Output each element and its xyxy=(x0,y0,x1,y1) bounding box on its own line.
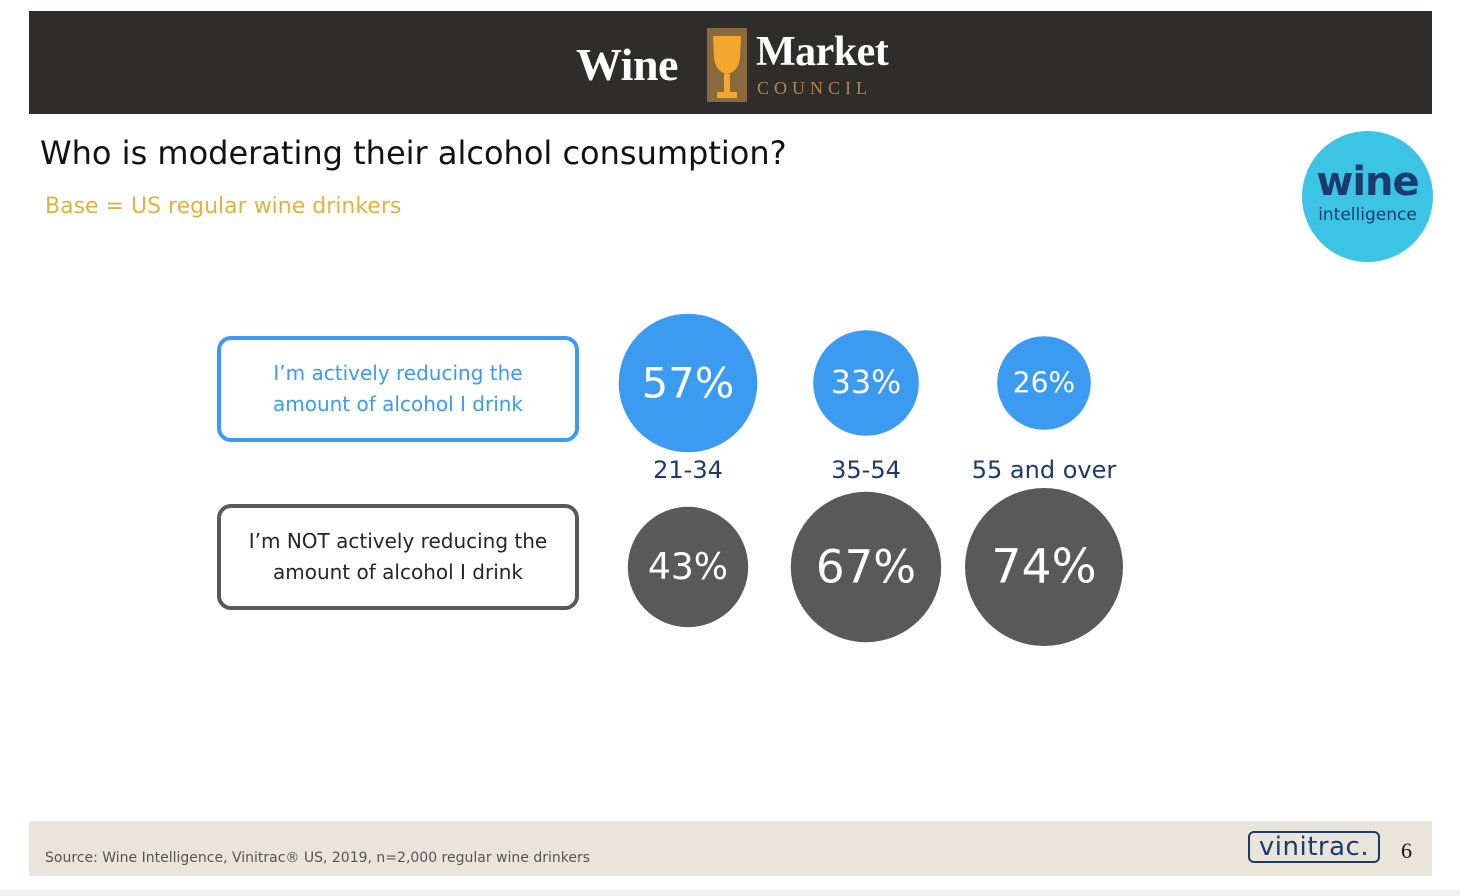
wine-glass-icon xyxy=(707,28,747,102)
bubble-not-reducing-55-and-over xyxy=(965,488,1123,646)
logo-council-text: COUNCIL xyxy=(757,78,872,98)
legend-box-reducing: I’m actively reducing the amount of alco… xyxy=(217,336,579,442)
category-label-35-54: 35-54 xyxy=(831,456,901,484)
bubble-not-reducing-35-54 xyxy=(790,491,942,643)
vinitrac-logo: vinitrac. xyxy=(1248,831,1380,863)
footer-bar xyxy=(29,821,1432,876)
bubble-label-not-reducing-55-and-over: 74% xyxy=(991,540,1096,595)
wine-intelligence-word: wine xyxy=(1316,159,1419,205)
page-subtitle: Base = US regular wine drinkers xyxy=(45,194,402,219)
logo-market-text: Market xyxy=(756,29,889,75)
page-number: 6 xyxy=(1401,838,1412,863)
category-label-21-34: 21-34 xyxy=(653,456,723,484)
source-note: Source: Wine Intelligence, Vinitrac® US,… xyxy=(45,850,591,866)
page-title: Who is moderating their alcohol consumpt… xyxy=(40,134,787,172)
bubble-label-not-reducing-35-54: 67% xyxy=(816,541,916,594)
bubble-label-reducing-35-54: 33% xyxy=(831,365,901,401)
logo-wine-text: Wine xyxy=(576,39,678,90)
bubble-reducing-35-54 xyxy=(813,330,919,436)
legend-label-reducing: I’m actively reducing the amount of alco… xyxy=(272,361,524,416)
bubble-reducing-21-34 xyxy=(618,313,758,453)
legend-box-not-reducing: I’m NOT actively reducing the amount of … xyxy=(217,504,579,610)
category-label-55-and-over: 55 and over xyxy=(972,456,1117,484)
wine-intelligence-sub: intelligence xyxy=(1318,205,1417,225)
bubble-label-reducing-55-and-over: 26% xyxy=(1013,367,1075,400)
bubble-not-reducing-21-34 xyxy=(627,506,749,628)
legend-label-not-reducing: I’m NOT actively reducing the amount of … xyxy=(248,529,548,584)
bubble-label-reducing-21-34: 57% xyxy=(642,359,734,408)
bubble-reducing-55-and-over xyxy=(997,336,1091,430)
bubble-label-not-reducing-21-34: 43% xyxy=(648,546,728,588)
wine-intelligence-logo: wine intelligence xyxy=(1302,131,1433,262)
